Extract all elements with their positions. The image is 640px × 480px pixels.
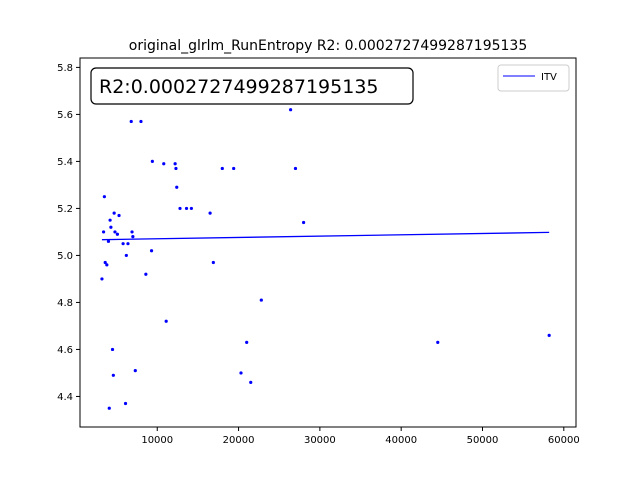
- y-tick-label: 5.4: [57, 157, 73, 168]
- data-point: [249, 380, 253, 384]
- data-point: [102, 195, 106, 199]
- data-point: [112, 211, 116, 215]
- data-point: [178, 206, 182, 211]
- data-point: [162, 162, 166, 166]
- annotation-frame: [90, 67, 414, 105]
- data-point: [121, 242, 125, 246]
- y-tick-label: 4.4: [57, 392, 73, 403]
- y-tick-label: 5.6: [57, 110, 73, 121]
- data-point: [109, 225, 113, 229]
- data-point: [150, 159, 154, 164]
- y-tick-label: 5.2: [57, 204, 73, 215]
- data-point: [184, 206, 189, 211]
- data-point: [289, 108, 293, 112]
- data-point: [173, 162, 177, 166]
- data-point: [144, 272, 148, 276]
- data-point: [113, 230, 117, 234]
- data-point: [293, 166, 298, 171]
- data-point: [105, 263, 109, 267]
- data-point: [126, 242, 130, 246]
- data-point: [232, 166, 236, 171]
- data-point: [211, 260, 215, 265]
- data-point: [110, 347, 115, 352]
- data-point: [189, 206, 193, 211]
- data-point: [547, 333, 551, 337]
- y-tick-label: 4.6: [57, 345, 73, 356]
- data-point: [245, 340, 249, 344]
- data-point: [108, 218, 112, 222]
- data-point: [149, 249, 154, 253]
- data-point: [302, 220, 306, 225]
- legend-label: ITV: [541, 72, 557, 83]
- data-point: [100, 277, 104, 281]
- x-tick-label: 10000: [141, 435, 173, 446]
- data-point: [123, 401, 128, 406]
- y-tick-label: 5.0: [57, 251, 73, 262]
- data-point: [103, 260, 107, 265]
- data-point: [175, 185, 179, 189]
- annotation-text: R2:0.0002727499287195135: [99, 76, 379, 98]
- data-point: [111, 373, 115, 377]
- data-point: [174, 166, 178, 171]
- data-point: [107, 406, 111, 410]
- x-tick-label: 30000: [304, 435, 336, 446]
- data-point: [208, 211, 212, 215]
- data-point: [139, 119, 143, 124]
- x-tick-label: 20000: [223, 435, 255, 446]
- data-point: [131, 235, 135, 239]
- y-tick-label: 5.8: [57, 63, 73, 74]
- annotation-box: R2:0.0002727499287195135: [90, 67, 414, 105]
- plot-area: [100, 98, 551, 410]
- data-point: [436, 340, 440, 344]
- data-point: [259, 298, 263, 302]
- data-point: [130, 230, 134, 234]
- plot-frame: [79, 57, 577, 428]
- chart-title: original_glrlm_RunEntropy R2: 0.00027274…: [129, 38, 527, 54]
- data-point: [117, 213, 121, 218]
- data-point: [129, 119, 133, 124]
- legend: ITV: [497, 64, 570, 92]
- data-point: [124, 253, 128, 258]
- data-point: [220, 166, 224, 171]
- x-tick-label: 50000: [467, 435, 499, 446]
- data-point: [106, 239, 111, 243]
- y-tick-label: 4.8: [57, 298, 73, 309]
- itv-regression-line: [101, 231, 550, 241]
- data-point: [115, 232, 119, 236]
- data-point: [133, 368, 137, 373]
- data-point: [239, 371, 243, 375]
- x-tick-label: 60000: [548, 435, 580, 446]
- axis-ticks: 10000 20000 30000 40000 50000 60000 4.4 4.6 4.8 5…: [57, 63, 580, 446]
- legend-frame: [497, 64, 570, 92]
- x-tick-label: 40000: [385, 435, 417, 446]
- data-point: [164, 319, 168, 323]
- data-point: [101, 230, 106, 234]
